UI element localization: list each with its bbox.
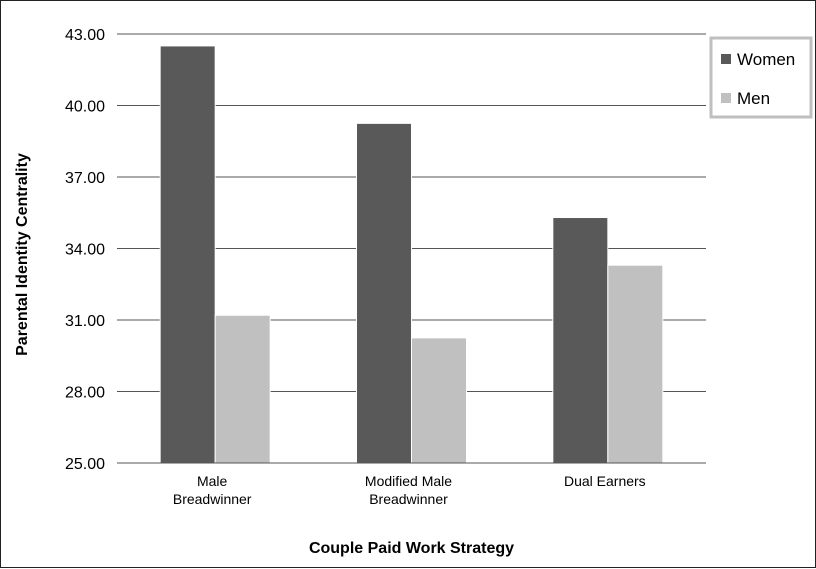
x-category-label: Dual Earners [564,473,646,489]
legend-label-men: Men [737,89,770,108]
bars [159,45,664,464]
legend-label-women: Women [737,50,795,69]
bar-men-0 [214,314,271,464]
x-category-label: Breadwinner [369,491,448,507]
y-tick-label: 40.00 [65,99,105,116]
bar-women-0 [159,45,216,464]
y-tick-labels: 25.00 28.00 31.00 34.00 37.00 40.00 43.00 [65,27,105,473]
y-tick-label: 34.00 [65,242,105,259]
x-category-labels: Male Breadwinner Modified Male Breadwinner D… [173,473,646,507]
legend-swatch-men [721,93,731,103]
bar-women-2 [552,217,609,464]
y-tick-label: 31.00 [65,313,105,330]
x-axis-title: Couple Paid Work Strategy [309,540,514,557]
y-tick-label: 37.00 [65,170,105,187]
bar-men-1 [411,337,467,464]
legend-box [709,36,813,119]
y-tick-label: 28.00 [65,385,105,402]
y-tick-label: 25.00 [65,456,105,473]
bar-women-1 [356,122,412,464]
y-axis-title: Parental Identity Centrality [14,153,31,356]
bar-men-2 [607,264,664,464]
legend-swatch-women [721,54,731,64]
x-category-label: Modified Male [365,473,452,489]
x-category-label: Breadwinner [173,491,252,507]
x-category-label: Male [197,473,228,489]
y-tick-label: 43.00 [65,27,105,44]
legend: Women Men [709,36,813,119]
